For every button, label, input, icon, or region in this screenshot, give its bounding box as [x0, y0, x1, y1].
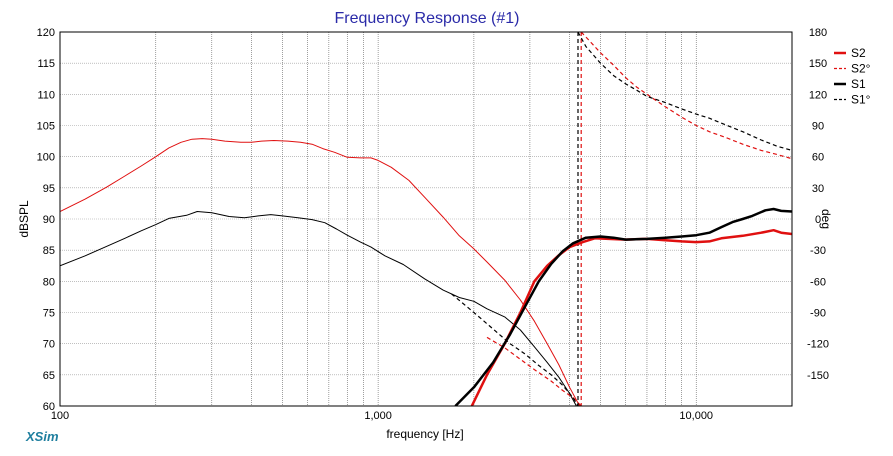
y2-tick-label: 90	[812, 121, 824, 133]
y-tick-label: 100	[37, 152, 55, 164]
legend-label: S2	[851, 46, 866, 60]
legend: S2 S2°S1 S1°	[834, 46, 871, 107]
plot-frame	[59, 31, 793, 407]
y-tick-label: 70	[43, 339, 55, 351]
y2-tick-label: 60	[812, 152, 824, 164]
series-line-unnamed-5	[60, 211, 577, 406]
y-axis-label: dBSPL	[17, 200, 31, 238]
y-tick-label: 90	[43, 214, 55, 226]
y2-tick-label: -30	[810, 245, 826, 257]
xsim-logo: XSim	[25, 429, 59, 444]
series-line-unnamed-4	[60, 138, 581, 406]
grid	[60, 31, 793, 407]
plot-series-group	[60, 32, 792, 406]
y-tick-label: 75	[43, 308, 55, 320]
y-tick-label: 120	[37, 27, 55, 39]
y2-tick-label: -90	[810, 308, 826, 320]
x-tick-label: 10,000	[679, 410, 713, 422]
y-tick-label: 85	[43, 245, 55, 257]
legend-label: S2°	[851, 62, 871, 76]
y-tick-label: 95	[43, 183, 55, 195]
y2-tick-label: 120	[809, 89, 827, 101]
series-line-s1-phase	[451, 32, 792, 406]
legend-label: S1°	[851, 93, 871, 107]
x-tick-label: 1,000	[364, 410, 392, 422]
y2-tick-label: 180	[809, 27, 827, 39]
y2-axis-label: deg	[819, 209, 833, 229]
series-line-s1	[454, 207, 792, 406]
y2-tick-label: -120	[807, 339, 829, 351]
y2-tick-label: 0	[815, 214, 821, 226]
y-tick-label: 65	[43, 370, 55, 382]
y2-axis-ticks: 180 150 120 90 60 30 0 -30 -60 -90 -120 -150	[807, 27, 829, 382]
y2-tick-label: -150	[807, 370, 829, 382]
y2-tick-label: 150	[809, 58, 827, 70]
y-tick-label: 80	[43, 276, 55, 288]
y-tick-label: 110	[37, 89, 55, 101]
x-axis-ticks: 100 1,000 10,000	[51, 410, 713, 422]
y2-tick-label: -60	[810, 276, 826, 288]
y-tick-label: 115	[37, 58, 55, 70]
y-tick-label: 105	[37, 121, 55, 133]
legend-label: S1	[851, 77, 866, 91]
series-line-s2-phase	[486, 32, 792, 406]
x-tick-label: 100	[51, 410, 69, 422]
x-axis-label: frequency [Hz]	[386, 427, 463, 441]
y-axis-ticks: 120 115 110 105 100 95 90 85 80 75 70 65 60	[37, 27, 55, 413]
y2-tick-label: 30	[812, 183, 824, 195]
chart-title: Frequency Response (#1)	[335, 10, 520, 27]
y-tick-label: 60	[43, 401, 55, 413]
